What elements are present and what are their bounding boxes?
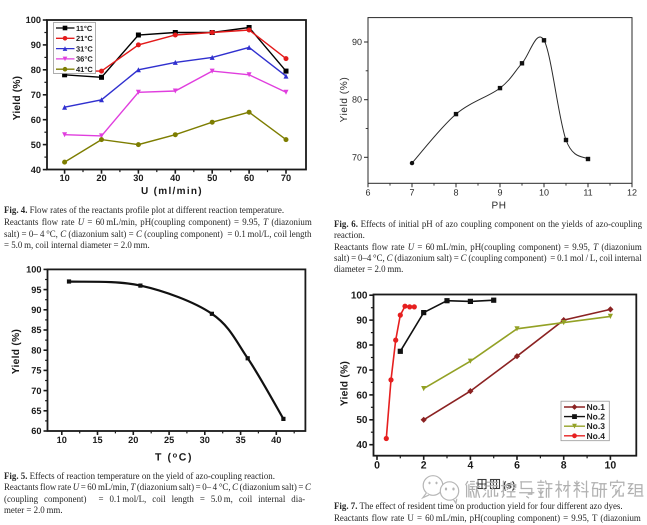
svg-text:80: 80 [31, 345, 41, 355]
svg-text:25: 25 [164, 435, 174, 445]
svg-text:Yield (%): Yield (%) [340, 361, 351, 406]
svg-text:Yield (%): Yield (%) [11, 329, 22, 374]
svg-text:50: 50 [207, 173, 217, 183]
svg-text:(s): (s) [503, 481, 515, 492]
svg-text:30: 30 [200, 435, 210, 445]
svg-text:50: 50 [31, 140, 41, 150]
svg-text:50: 50 [356, 415, 368, 426]
svg-text:6: 6 [514, 460, 520, 472]
svg-text:90: 90 [31, 305, 41, 315]
svg-text:30: 30 [133, 173, 143, 183]
svg-text:80: 80 [31, 65, 41, 75]
svg-text:60: 60 [31, 426, 41, 436]
svg-text:70: 70 [31, 386, 41, 396]
svg-text:11: 11 [583, 187, 592, 197]
svg-text:75: 75 [31, 366, 41, 376]
svg-text:8: 8 [561, 460, 567, 472]
svg-text:10: 10 [605, 460, 617, 472]
svg-text:10: 10 [59, 173, 69, 183]
svg-text:No.4: No.4 [587, 431, 606, 441]
svg-text:60: 60 [356, 390, 368, 401]
svg-text:40: 40 [170, 173, 180, 183]
svg-text:9: 9 [497, 187, 502, 197]
svg-text:11°C: 11°C [76, 24, 93, 33]
svg-text:95: 95 [31, 285, 41, 295]
svg-text:U (ml/min): U (ml/min) [141, 186, 203, 197]
svg-text:35: 35 [235, 435, 245, 445]
svg-text:Yield (%): Yield (%) [12, 76, 23, 120]
svg-text:70: 70 [281, 173, 291, 183]
svg-text:No.2: No.2 [587, 412, 606, 422]
svg-text:85: 85 [31, 325, 41, 335]
svg-text:10: 10 [57, 435, 67, 445]
svg-text:100: 100 [26, 15, 41, 25]
svg-text:8: 8 [453, 187, 458, 197]
svg-text:40: 40 [356, 440, 368, 451]
svg-text:0: 0 [374, 460, 380, 472]
svg-text:PH: PH [492, 201, 507, 212]
svg-text:40: 40 [271, 435, 281, 445]
svg-text:40: 40 [31, 165, 41, 175]
svg-text:41°C: 41°C [76, 65, 93, 74]
svg-text:90: 90 [31, 40, 41, 50]
svg-text:70: 70 [31, 90, 41, 100]
svg-text:36°C: 36°C [76, 55, 93, 64]
svg-text:90: 90 [356, 316, 368, 327]
svg-text:4: 4 [467, 460, 473, 472]
svg-text:60: 60 [31, 115, 41, 125]
svg-text:80: 80 [352, 95, 362, 105]
svg-text:20: 20 [128, 435, 138, 445]
svg-text:100: 100 [351, 291, 368, 302]
svg-text:60: 60 [244, 173, 254, 183]
svg-text:21°C: 21°C [76, 34, 93, 43]
svg-text:70: 70 [352, 152, 362, 162]
svg-text:15: 15 [92, 435, 102, 445]
svg-text:10: 10 [539, 187, 549, 197]
svg-text:7: 7 [409, 187, 414, 197]
svg-text:6: 6 [365, 187, 370, 197]
svg-text:100: 100 [26, 265, 41, 275]
svg-text:12: 12 [627, 187, 637, 197]
svg-text:No.3: No.3 [587, 421, 606, 431]
svg-text:Yield (%): Yield (%) [339, 77, 350, 123]
svg-text:70: 70 [356, 365, 368, 376]
svg-text:2: 2 [421, 460, 427, 472]
svg-text:65: 65 [31, 406, 41, 416]
svg-text:T (oC): T (oC) [155, 451, 193, 464]
svg-text:80: 80 [356, 340, 368, 351]
svg-text:31°C: 31°C [76, 44, 93, 53]
svg-text:No.1: No.1 [587, 402, 606, 412]
svg-text:20: 20 [96, 173, 106, 183]
svg-text:90: 90 [352, 37, 362, 47]
